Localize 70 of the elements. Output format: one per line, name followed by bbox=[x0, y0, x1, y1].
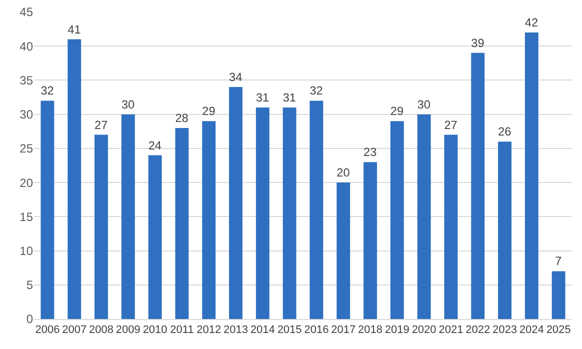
data-label: 28 bbox=[175, 112, 189, 126]
bar bbox=[94, 134, 108, 319]
data-label: 31 bbox=[256, 92, 270, 105]
bar bbox=[552, 271, 566, 319]
x-tick-label: 2008 bbox=[89, 324, 114, 336]
bar bbox=[310, 100, 324, 319]
data-label: 26 bbox=[498, 124, 512, 139]
x-tick-label: 2011 bbox=[170, 324, 194, 336]
x-tick-label: 2013 bbox=[224, 324, 248, 336]
data-label: 41 bbox=[68, 22, 81, 36]
bar bbox=[175, 128, 189, 319]
data-label: 32 bbox=[310, 84, 323, 98]
data-label: 20 bbox=[336, 166, 350, 180]
y-tick-label: 5 bbox=[26, 278, 34, 292]
y-tick-label: 35 bbox=[20, 73, 34, 88]
y-tick-label: 25 bbox=[20, 142, 34, 156]
x-tick-label: 2021 bbox=[438, 324, 464, 336]
bar bbox=[40, 100, 54, 319]
data-label: 27 bbox=[444, 118, 458, 132]
bar bbox=[282, 108, 296, 319]
bar bbox=[364, 162, 377, 319]
x-tick-label: 2010 bbox=[142, 324, 168, 336]
y-tick-label: 30 bbox=[20, 108, 34, 122]
x-tick-label: 2025 bbox=[546, 324, 571, 336]
x-tick-label: 2024 bbox=[519, 324, 544, 336]
y-tick-label: 40 bbox=[20, 39, 34, 54]
x-tick-label: 2006 bbox=[35, 324, 60, 336]
x-tick-label: 2016 bbox=[304, 324, 329, 336]
y-tick-label: 20 bbox=[20, 176, 34, 190]
data-label: 30 bbox=[417, 97, 431, 112]
data-label: 24 bbox=[148, 138, 162, 152]
data-label: 42 bbox=[524, 16, 538, 30]
bar bbox=[498, 142, 512, 319]
x-tick-label: 2018 bbox=[358, 324, 382, 336]
data-label: 29 bbox=[390, 104, 404, 118]
y-tick-label: 45 bbox=[20, 5, 34, 20]
bar bbox=[524, 32, 538, 319]
bar bbox=[336, 182, 350, 319]
bar bbox=[202, 121, 216, 319]
x-tick-label: 2007 bbox=[62, 324, 87, 336]
x-tick-label: 2017 bbox=[331, 324, 356, 336]
x-tick-label: 2014 bbox=[250, 324, 275, 336]
bar bbox=[444, 134, 458, 319]
data-label: 23 bbox=[364, 145, 378, 160]
x-tick-label: 2019 bbox=[384, 324, 410, 336]
x-tick-label: 2022 bbox=[466, 324, 490, 336]
data-label: 29 bbox=[202, 104, 216, 118]
y-tick-label: 0 bbox=[26, 312, 34, 326]
x-tick-label: 2023 bbox=[492, 324, 517, 336]
bar bbox=[68, 39, 82, 319]
y-tick-label: 15 bbox=[20, 210, 34, 224]
x-tick-label: 2009 bbox=[116, 324, 140, 336]
bar bbox=[148, 155, 162, 319]
x-tick-label: 2015 bbox=[277, 324, 302, 336]
bar bbox=[417, 114, 431, 319]
y-tick-label: 10 bbox=[20, 244, 34, 258]
bar bbox=[256, 108, 270, 319]
bar bbox=[121, 114, 135, 319]
data-label: 39 bbox=[471, 36, 484, 50]
x-tick-label: 2012 bbox=[196, 324, 222, 336]
data-label: 34 bbox=[229, 70, 243, 84]
bar bbox=[471, 52, 485, 319]
bar bbox=[229, 87, 242, 319]
data-label: 27 bbox=[94, 118, 108, 132]
data-label: 7 bbox=[555, 254, 562, 268]
bar bbox=[390, 121, 404, 319]
x-tick-label: 2020 bbox=[412, 324, 436, 336]
data-label: 32 bbox=[40, 84, 54, 98]
data-label: 31 bbox=[282, 92, 296, 105]
data-label: 30 bbox=[121, 97, 135, 112]
